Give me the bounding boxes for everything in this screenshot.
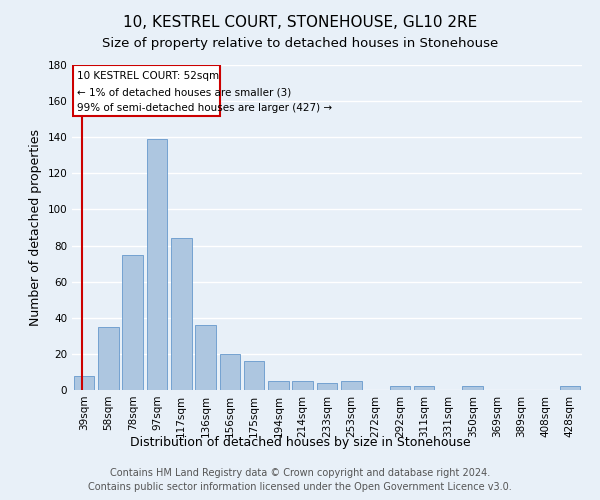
Bar xyxy=(341,381,362,390)
Bar xyxy=(268,381,289,390)
Bar xyxy=(414,386,434,390)
Bar xyxy=(74,376,94,390)
Text: Distribution of detached houses by size in Stonehouse: Distribution of detached houses by size … xyxy=(130,436,470,449)
Bar xyxy=(195,325,216,390)
Bar xyxy=(292,381,313,390)
Bar xyxy=(220,354,240,390)
Text: 99% of semi-detached houses are larger (427) →: 99% of semi-detached houses are larger (… xyxy=(77,104,332,114)
Bar xyxy=(317,383,337,390)
Bar xyxy=(463,386,483,390)
Bar xyxy=(73,65,220,116)
Bar xyxy=(389,386,410,390)
Text: ← 1% of detached houses are smaller (3): ← 1% of detached houses are smaller (3) xyxy=(77,87,291,97)
Bar xyxy=(146,139,167,390)
Bar xyxy=(560,386,580,390)
Bar xyxy=(171,238,191,390)
Text: 10 KESTREL COURT: 52sqm: 10 KESTREL COURT: 52sqm xyxy=(77,71,219,81)
Text: 10, KESTREL COURT, STONEHOUSE, GL10 2RE: 10, KESTREL COURT, STONEHOUSE, GL10 2RE xyxy=(123,15,477,30)
Bar xyxy=(122,254,143,390)
Y-axis label: Number of detached properties: Number of detached properties xyxy=(29,129,42,326)
Text: Contains public sector information licensed under the Open Government Licence v3: Contains public sector information licen… xyxy=(88,482,512,492)
Bar xyxy=(244,361,265,390)
Text: Contains HM Land Registry data © Crown copyright and database right 2024.: Contains HM Land Registry data © Crown c… xyxy=(110,468,490,477)
Text: Size of property relative to detached houses in Stonehouse: Size of property relative to detached ho… xyxy=(102,38,498,51)
Bar xyxy=(98,327,119,390)
